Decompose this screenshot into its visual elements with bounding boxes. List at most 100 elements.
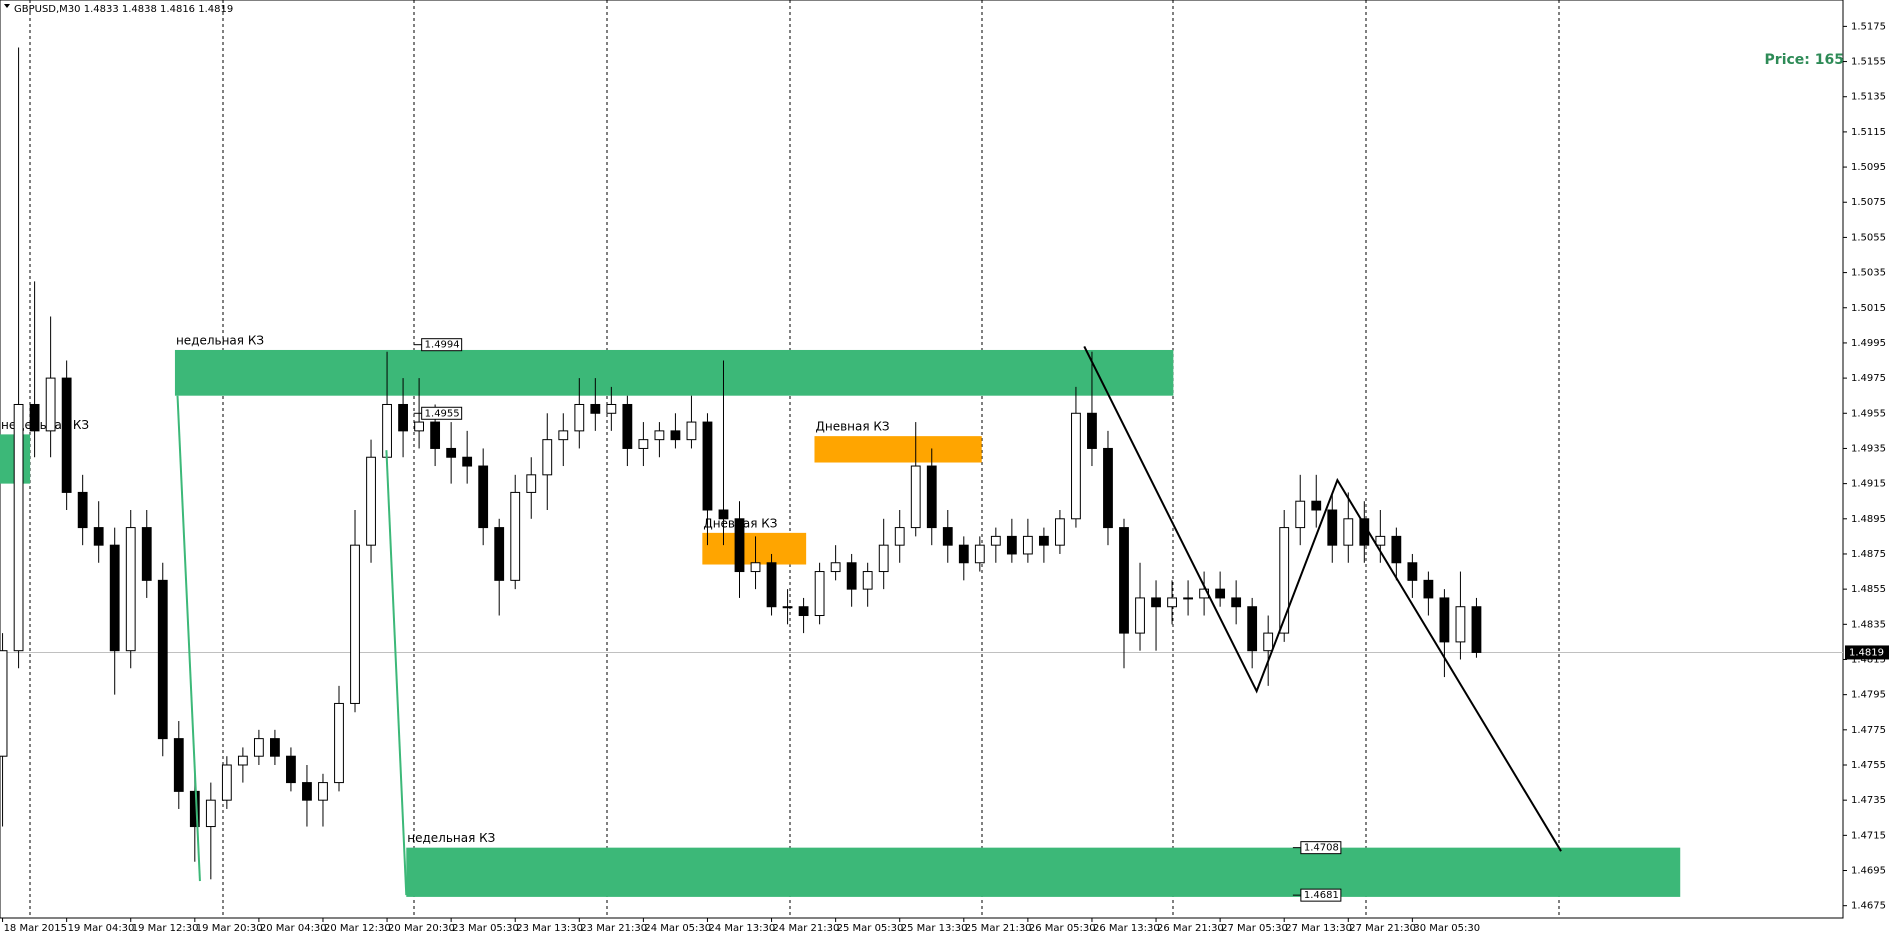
candle-body [846, 562, 857, 590]
candle-body [606, 403, 617, 414]
y-tick-label: 1.4815 [1851, 654, 1886, 665]
candle-body [622, 403, 633, 449]
price-label-box [1300, 888, 1342, 902]
candle-body [237, 755, 248, 766]
price-badge: Price: 165 [1765, 52, 1844, 68]
candle-body [510, 491, 521, 581]
candle-body [109, 544, 120, 652]
candle-body [478, 465, 489, 529]
current-price-tag [1845, 645, 1889, 660]
y-tick-label: 1.5175 [1851, 21, 1886, 32]
candle-body [302, 782, 312, 801]
candle-body [830, 562, 841, 573]
y-tick-label: 1.4715 [1851, 830, 1886, 841]
y-tick-label: 1.5095 [1851, 162, 1886, 173]
candle-body [141, 527, 152, 581]
y-tick-label: 1.5015 [1851, 303, 1886, 314]
candle-body [590, 403, 601, 414]
candle-body [1311, 500, 1322, 511]
candle-body [1119, 527, 1129, 634]
candle-body [910, 465, 921, 529]
candle-body [1439, 597, 1450, 643]
candle-body [1359, 518, 1370, 546]
price-label: 1.4681 [1304, 890, 1339, 901]
candle-body [45, 377, 56, 432]
candle-body [1327, 509, 1338, 546]
candle-body [1455, 606, 1466, 643]
candle-body [1295, 500, 1306, 529]
x-tick-label: 27 Mar 13:30 [1285, 923, 1352, 934]
zone-label: недельная КЗ [407, 831, 495, 845]
candle-body [1407, 562, 1418, 581]
candle-body [366, 456, 376, 546]
x-tick-label: 20 Mar 12:30 [324, 923, 391, 934]
candle-body [798, 606, 809, 617]
candle-body [1087, 412, 1097, 449]
candle-body [862, 571, 873, 590]
candle-body [1135, 597, 1145, 634]
y-tick-label: 1.4835 [1851, 619, 1886, 630]
trend-line [1083, 346, 1562, 852]
y-tick-label: 1.4915 [1851, 479, 1886, 490]
x-tick-label: 27 Mar 21:30 [1349, 923, 1416, 934]
y-tick-label: 1.4895 [1851, 514, 1886, 525]
candle-body [814, 571, 825, 617]
zone [174, 349, 1174, 396]
x-tick-label: 19 Mar 20:30 [196, 923, 263, 934]
candle-body [173, 738, 184, 792]
candle-body [894, 527, 905, 546]
zone-label: недельная КЗ [176, 333, 264, 347]
y-tick-label: 1.5115 [1851, 127, 1886, 138]
candle-body [542, 439, 553, 476]
candle-body [942, 527, 953, 546]
y-tick-label: 1.4675 [1851, 901, 1886, 912]
y-tick-label: 1.4855 [1851, 584, 1886, 595]
candle-body [334, 702, 344, 784]
candle-body [157, 579, 168, 740]
candle-body [686, 421, 697, 441]
candle-body [1022, 535, 1033, 555]
y-tick-label: 1.4975 [1851, 373, 1886, 384]
candle-body [350, 544, 360, 704]
x-tick-label: 25 Mar 21:30 [965, 923, 1032, 934]
x-tick-label: 26 Mar 05:30 [1029, 923, 1096, 934]
x-tick-label: 20 Mar 20:30 [388, 923, 455, 934]
candle-body [398, 403, 408, 432]
candle-body [766, 562, 777, 608]
candle-body [1167, 597, 1177, 608]
candle-body [878, 544, 889, 573]
menu-arrow[interactable] [4, 4, 10, 8]
candle-body [750, 562, 761, 573]
zone [702, 532, 807, 565]
candle-body [1471, 606, 1482, 653]
candle-body [125, 527, 136, 652]
x-tick-label: 23 Mar 05:30 [452, 923, 519, 934]
candle-body [1391, 535, 1402, 564]
y-tick-label: 1.5135 [1851, 92, 1886, 103]
chart-title: GBPUSD,M30 1.4833 1.4838 1.4816 1.4819 [14, 4, 233, 15]
x-tick-label: 24 Mar 05:30 [644, 923, 711, 934]
candle-body [526, 474, 537, 493]
x-tick-label: 19 Mar 04:30 [68, 923, 135, 934]
y-tick-label: 1.4935 [1851, 443, 1886, 454]
x-tick-label: 18 Mar 2015 [4, 923, 67, 934]
y-tick-label: 1.4995 [1851, 338, 1886, 349]
x-tick-label: 27 Mar 05:30 [1221, 923, 1288, 934]
candle-body [1263, 632, 1274, 652]
candle-body [654, 430, 665, 441]
candle-body [1038, 535, 1049, 546]
x-tick-label: 25 Mar 05:30 [837, 923, 904, 934]
candle-body [318, 782, 328, 801]
candle-body [77, 491, 88, 529]
price-label: 1.4708 [1304, 843, 1339, 854]
candle-body [93, 527, 104, 546]
candle-body [558, 430, 569, 441]
candle-body [782, 606, 793, 609]
candle-body [1375, 535, 1386, 546]
y-tick-label: 1.5155 [1851, 57, 1886, 68]
y-tick-label: 1.4775 [1851, 725, 1886, 736]
trend-line [385, 450, 408, 896]
candle-body [253, 738, 264, 757]
candle-body [670, 430, 681, 441]
